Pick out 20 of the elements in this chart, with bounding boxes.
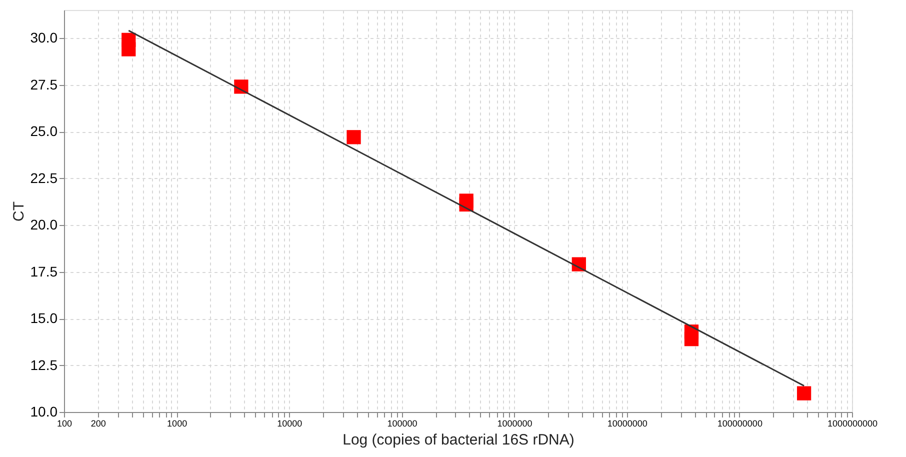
x-tick-label: 1000000 [497,418,532,428]
y-tick-label: 10.0 [30,404,58,420]
y-tick-label: 20.0 [30,216,58,233]
x-tick-label: 10000 [277,418,302,428]
y-tick-label: 12.5 [30,356,58,373]
x-tick-label: 100 [56,418,72,428]
y-tick-label: 15.0 [30,310,58,326]
y-axis-title: CT [10,202,28,222]
y-tick-label: 22.5 [30,170,58,186]
y-tick-label: 25.0 [30,123,58,140]
x-tick-label: 100000 [387,418,418,428]
x-axis-title: Log (copies of bacterial 16S rDNA) [342,432,574,448]
x-tick-label: 10000000 [607,418,648,428]
y-tick-label: 27.5 [30,76,58,92]
x-tick-label: 1000000000 [827,418,878,428]
y-tick-label: 30.0 [30,30,58,46]
y-tick-label: 17.5 [30,263,58,280]
x-tick-label: 100000000 [717,418,762,428]
x-tick-label: 200 [90,418,106,428]
x-tick-label: 1000 [167,418,188,428]
